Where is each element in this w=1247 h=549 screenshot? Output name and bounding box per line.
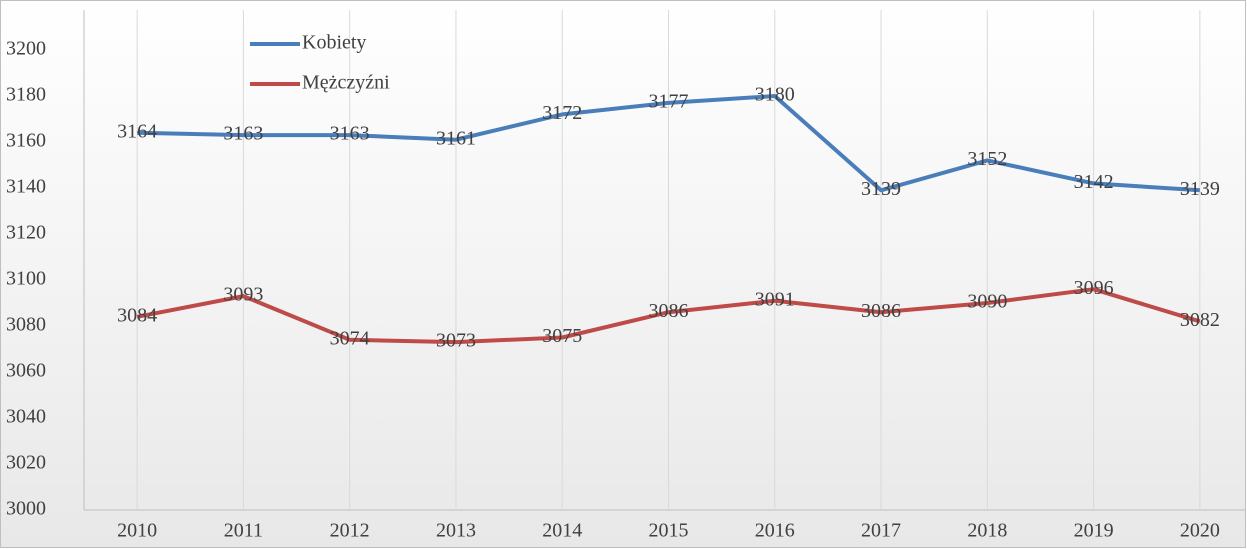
y-tick-label: 3080 bbox=[6, 314, 46, 336]
y-tick-label: 3000 bbox=[6, 498, 46, 520]
data-label: 3074 bbox=[330, 327, 370, 349]
x-tick-label: 2012 bbox=[330, 520, 370, 542]
x-tick-label: 2020 bbox=[1180, 520, 1220, 542]
x-tick-label: 2011 bbox=[224, 520, 263, 542]
data-label: 3139 bbox=[1180, 178, 1220, 200]
y-tick-label: 3100 bbox=[6, 268, 46, 290]
data-label: 3152 bbox=[967, 148, 1007, 170]
data-label: 3164 bbox=[117, 120, 157, 142]
x-tick-label: 2019 bbox=[1074, 520, 1114, 542]
data-label: 3086 bbox=[649, 300, 689, 322]
data-label: 3082 bbox=[1180, 309, 1220, 331]
legend-label: Mężczyźni bbox=[302, 72, 390, 94]
data-label: 3084 bbox=[117, 304, 157, 326]
data-label: 3180 bbox=[755, 84, 795, 106]
y-tick-label: 3200 bbox=[6, 38, 46, 60]
data-label: 3090 bbox=[967, 291, 1007, 313]
data-label: 3163 bbox=[330, 123, 370, 145]
series-line bbox=[136, 287, 1201, 345]
x-tick-label: 2016 bbox=[755, 520, 795, 542]
y-tick-label: 3120 bbox=[6, 222, 46, 244]
x-tick-label: 2015 bbox=[649, 520, 689, 542]
data-label: 3086 bbox=[861, 300, 901, 322]
data-label: 3161 bbox=[436, 127, 476, 149]
data-label: 3093 bbox=[223, 284, 263, 306]
x-tick-label: 2013 bbox=[436, 520, 476, 542]
data-label: 3142 bbox=[1074, 171, 1114, 193]
data-label: 3096 bbox=[1074, 277, 1114, 299]
y-tick-label: 3060 bbox=[6, 360, 46, 382]
series-line bbox=[137, 94, 1200, 193]
y-tick-label: 3160 bbox=[6, 130, 46, 152]
y-tick-label: 3040 bbox=[6, 406, 46, 428]
data-label: 3139 bbox=[861, 178, 901, 200]
data-label: 3172 bbox=[542, 102, 582, 124]
data-label: 3163 bbox=[223, 123, 263, 145]
data-label: 3075 bbox=[542, 325, 582, 347]
x-tick-label: 2014 bbox=[542, 520, 582, 542]
x-tick-label: 2010 bbox=[117, 520, 157, 542]
y-tick-label: 3180 bbox=[6, 84, 46, 106]
y-tick-label: 3020 bbox=[6, 452, 46, 474]
y-tick-label: 3140 bbox=[6, 176, 46, 198]
x-tick-label: 2017 bbox=[861, 520, 901, 542]
data-label: 3091 bbox=[755, 288, 795, 310]
legend-label: Kobiety bbox=[302, 32, 366, 54]
x-tick-label: 2018 bbox=[967, 520, 1007, 542]
data-label: 3073 bbox=[436, 330, 476, 352]
data-label: 3177 bbox=[649, 90, 689, 112]
